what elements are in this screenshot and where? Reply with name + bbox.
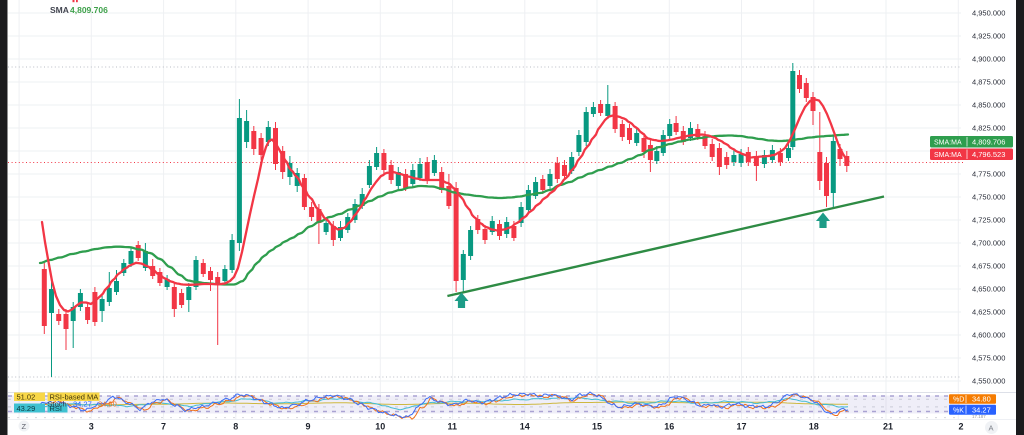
svg-text:4,650.000: 4,650.000: [972, 285, 1005, 294]
svg-text:4,675.000: 4,675.000: [972, 262, 1005, 271]
svg-text:4,550.000: 4,550.000: [972, 377, 1005, 386]
svg-text:4,809.706: 4,809.706: [70, 5, 108, 15]
svg-text:18: 18: [809, 422, 819, 432]
svg-text:RSI-based MA: RSI-based MA: [50, 393, 99, 402]
svg-text:4,750.000: 4,750.000: [972, 193, 1005, 202]
svg-text:A: A: [989, 424, 994, 433]
svg-text:51.02: 51.02: [17, 393, 36, 402]
svg-text:SMA: SMA: [50, 5, 69, 15]
svg-text:3: 3: [89, 422, 94, 432]
svg-text:Z: Z: [22, 422, 27, 431]
svg-text:17: 17: [737, 422, 747, 432]
svg-text:4,725.000: 4,725.000: [972, 216, 1005, 225]
svg-text:11: 11: [448, 422, 458, 432]
svg-text:4,625.000: 4,625.000: [972, 308, 1005, 317]
svg-text:16: 16: [664, 422, 674, 432]
svg-text:%K: %K: [953, 407, 964, 414]
svg-text:SMA:MA: SMA:MA: [934, 152, 962, 159]
svg-text:%D: %D: [953, 397, 964, 404]
svg-text:4,950.000: 4,950.000: [972, 9, 1005, 18]
svg-text:4,925.000: 4,925.000: [972, 32, 1005, 41]
svg-text:4,700.000: 4,700.000: [972, 239, 1005, 248]
svg-text:2: 2: [959, 422, 964, 432]
svg-text:34.80: 34.80: [972, 395, 991, 404]
svg-text:9: 9: [306, 422, 311, 432]
svg-text:21: 21: [883, 422, 893, 432]
svg-text:10: 10: [375, 422, 385, 432]
svg-text:34.27: 34.27: [73, 400, 92, 409]
svg-text:4,796.523: 4,796.523: [972, 150, 1005, 159]
svg-text:4,809.706: 4,809.706: [972, 138, 1005, 147]
svg-text:17.187: 17.187: [972, 414, 986, 419]
svg-text:4,600.000: 4,600.000: [972, 331, 1005, 340]
svg-text:4,875.000: 4,875.000: [972, 78, 1005, 87]
svg-text:4,900.000: 4,900.000: [972, 55, 1005, 64]
svg-text:7: 7: [161, 422, 166, 432]
svg-text:Stoch: Stoch: [48, 400, 67, 409]
svg-text:4,775.000: 4,775.000: [972, 170, 1005, 179]
svg-text:RSI: RSI: [50, 404, 63, 413]
svg-text:4,825.000: 4,825.000: [972, 124, 1005, 133]
svg-text:15: 15: [592, 422, 602, 432]
svg-text:43.29: 43.29: [17, 404, 36, 413]
svg-text:34.27: 34.27: [972, 405, 991, 414]
svg-text:8: 8: [233, 422, 238, 432]
svg-text:34.80: 34.80: [98, 400, 117, 409]
svg-text:4,850.000: 4,850.000: [972, 101, 1005, 110]
svg-text:4,575.000: 4,575.000: [972, 354, 1005, 363]
svg-text:SMA:MA: SMA:MA: [934, 140, 962, 147]
svg-text:14: 14: [520, 422, 530, 432]
